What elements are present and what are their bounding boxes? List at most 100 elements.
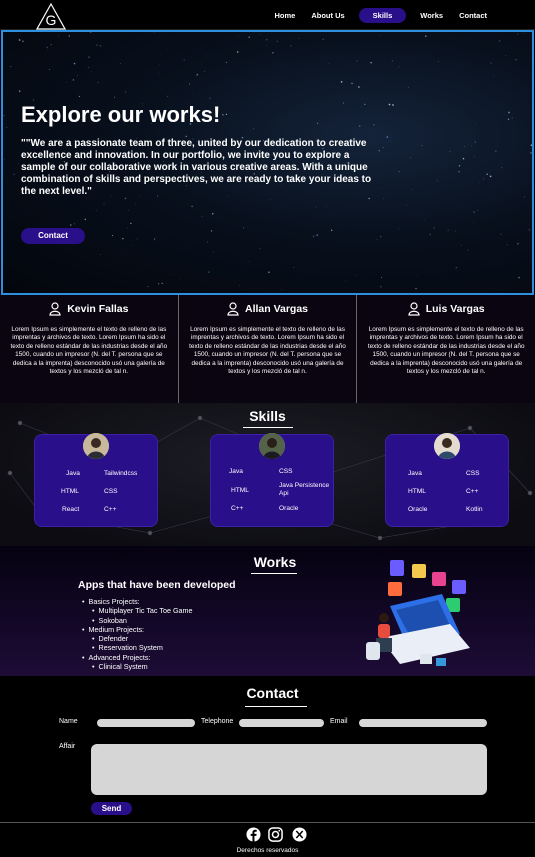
skill-label: Java [229, 468, 243, 475]
skill-label: HTML [61, 488, 79, 495]
skill-label: CSS [104, 488, 118, 495]
facebook-icon[interactable] [246, 827, 261, 842]
nav-contact[interactable]: Contact [459, 10, 487, 20]
nav-about-us[interactable]: About Us [311, 10, 345, 20]
skill-label: C++ [466, 488, 479, 495]
star [410, 157, 412, 159]
instagram-icon[interactable] [268, 827, 283, 842]
member-name: Luis Vargas [425, 303, 485, 315]
star [122, 238, 124, 240]
star [126, 227, 128, 229]
affair-textarea[interactable] [91, 744, 487, 795]
skill-label: CSS [279, 468, 293, 475]
star [10, 65, 12, 67]
star [212, 213, 214, 215]
star [501, 167, 503, 169]
star [18, 90, 21, 92]
star [87, 66, 90, 69]
user-icon [227, 302, 239, 316]
star [518, 276, 520, 279]
send-button[interactable]: Send [91, 802, 132, 815]
star [262, 140, 265, 142]
star [50, 44, 52, 46]
star [196, 194, 197, 196]
star [225, 61, 228, 64]
star [363, 277, 365, 279]
star [398, 228, 400, 230]
star [236, 51, 239, 53]
star [192, 92, 194, 94]
star [276, 40, 278, 42]
star [398, 66, 400, 68]
skill-label: C++ [104, 506, 117, 513]
affair-label: Affair [59, 743, 76, 750]
star [505, 55, 507, 57]
email-field[interactable] [359, 719, 487, 727]
logo-icon[interactable]: G [36, 3, 66, 30]
skill-label: Oracle [408, 506, 428, 513]
footer-copyright: Derechos reservados [236, 847, 299, 854]
star [507, 118, 510, 120]
x-icon[interactable] [292, 827, 307, 842]
star [474, 141, 476, 143]
star [161, 282, 163, 285]
star [517, 33, 519, 35]
starfield-background [3, 32, 532, 291]
star [48, 69, 50, 70]
star [70, 224, 72, 226]
star [40, 90, 42, 92]
star [370, 62, 372, 64]
project-group-label: Medium Projects: [82, 625, 193, 634]
star [345, 280, 347, 282]
hero-description: ""We are a passionate team of three, uni… [21, 138, 372, 197]
skill-label: HTML [231, 487, 249, 494]
star [436, 180, 438, 182]
star [57, 151, 59, 153]
star [6, 126, 8, 128]
star [382, 147, 384, 149]
star [498, 40, 501, 42]
name-label: Name [59, 718, 78, 725]
star [259, 248, 261, 249]
star [373, 123, 375, 126]
star [486, 173, 488, 175]
star [213, 251, 215, 253]
skill-label: Oracle [279, 505, 299, 512]
star [358, 86, 360, 88]
star [407, 86, 409, 88]
telephone-field[interactable] [239, 719, 324, 727]
team-member-card: Allan Vargas Lorem Ipsum es simplemente … [179, 295, 358, 403]
star [504, 71, 506, 73]
star [325, 206, 327, 208]
star [429, 233, 431, 236]
project-item: Defender [82, 634, 193, 643]
star [322, 148, 324, 149]
star [379, 35, 381, 36]
star [447, 229, 449, 231]
star [259, 34, 261, 35]
star [96, 210, 97, 212]
hero-section: Explore our works! ""We are a passionate… [1, 30, 534, 295]
star [183, 59, 185, 61]
star [153, 32, 155, 33]
nav-home[interactable]: Home [274, 10, 296, 20]
skill-card: Java HTML React Tailwindcss CSS C++ [34, 433, 158, 527]
star [284, 143, 285, 144]
hero-contact-button[interactable]: Contact [21, 228, 85, 244]
star [46, 46, 49, 49]
star [139, 195, 141, 197]
star [341, 228, 343, 230]
project-item: Sokoban [82, 616, 193, 625]
star [316, 122, 319, 125]
star [227, 196, 229, 198]
svg-text:G: G [46, 12, 57, 28]
star [269, 199, 271, 200]
nav-works[interactable]: Works [420, 10, 444, 20]
star [407, 204, 408, 206]
name-field[interactable] [97, 719, 195, 727]
star [207, 241, 208, 242]
nav-skills[interactable]: Skills [358, 7, 407, 23]
star [201, 216, 203, 217]
star [153, 238, 156, 240]
skills-underline [243, 427, 293, 428]
